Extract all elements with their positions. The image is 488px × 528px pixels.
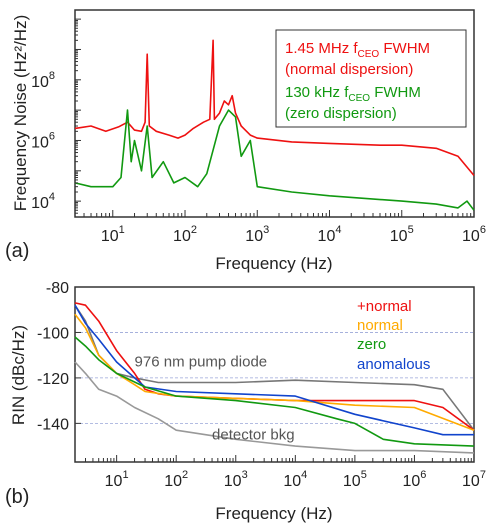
legend-a-entry-1-line-2: (normal dispersion) bbox=[285, 61, 413, 78]
y-tick-label-a-1: 106 bbox=[31, 130, 55, 151]
grid-b bbox=[75, 332, 474, 424]
y-axis-label-a: Frequency Noise (Hz²/Hz) bbox=[11, 15, 30, 212]
x-tick-label-b-6: 107 bbox=[462, 469, 486, 490]
x-axis-label-b: Frequency (Hz) bbox=[215, 504, 332, 523]
x-tick-label-b-0: 101 bbox=[105, 469, 129, 490]
panel-label-b: (b) bbox=[5, 486, 29, 508]
legend-b-entry-4: anomalous bbox=[357, 356, 430, 373]
series-line-b-2 bbox=[74, 313, 475, 431]
legend-a-entry-2-line-1: 130 kHz fCEO FWHM bbox=[285, 84, 421, 104]
x-tick-label-a-5: 106 bbox=[462, 224, 486, 245]
x-tick-label-a-1: 102 bbox=[173, 224, 197, 245]
annotation-b-0: 976 nm pump diode bbox=[135, 354, 268, 371]
x-ticks-a: 101 102 103 104 105 106 bbox=[74, 210, 486, 245]
series-line-b-4 bbox=[74, 336, 475, 447]
series-group-b bbox=[74, 302, 475, 454]
legend-b: +normal normal zero anomalous bbox=[357, 298, 430, 373]
y-tick-label-a-0: 104 bbox=[31, 191, 55, 212]
x-tick-label-a-2: 103 bbox=[245, 224, 269, 245]
x-tick-label-b-5: 106 bbox=[402, 469, 426, 490]
y-ticks-b: -80 -100 -120 -140 bbox=[37, 280, 81, 433]
y-axis-label-b: RIN (dBc/Hz) bbox=[9, 325, 28, 425]
x-axis-label-a: Frequency (Hz) bbox=[215, 254, 332, 273]
legend-a-entry-1-line-1: 1.45 MHz fCEO FWHM bbox=[285, 40, 430, 60]
annotation-b-1: detector bkg bbox=[212, 426, 295, 443]
series-line-b-3 bbox=[74, 304, 474, 436]
x-tick-label-a-4: 105 bbox=[390, 224, 414, 245]
annotations-b: 976 nm pump diode detector bkg bbox=[135, 354, 295, 444]
panel-b: 101 102 103 104 105 106 107 -80 -100 -120 -140 Fr… bbox=[5, 280, 486, 523]
panel-label-a: (a) bbox=[5, 240, 29, 262]
x-ticks-b: 101 102 103 104 105 106 107 bbox=[74, 455, 486, 490]
x-tick-label-b-1: 102 bbox=[164, 469, 188, 490]
x-tick-label-a-0: 101 bbox=[101, 224, 125, 245]
x-tick-label-b-2: 103 bbox=[224, 469, 248, 490]
legend-a: 1.45 MHz fCEO FWHM (normal dispersion) 1… bbox=[275, 29, 467, 128]
legend-b-entry-1: +normal bbox=[357, 298, 412, 315]
legend-a-entry-2-line-2: (zero dispersion) bbox=[285, 105, 397, 122]
plot-frame-b bbox=[74, 286, 475, 463]
x-tick-label-a-3: 104 bbox=[318, 224, 342, 245]
legend-b-entry-3: zero bbox=[357, 336, 386, 353]
y-ticks-a: 104 106 108 bbox=[31, 9, 81, 218]
legend-box-a bbox=[275, 29, 467, 128]
y-tick-label-b-2: -120 bbox=[37, 371, 69, 388]
y-tick-label-b-1: -100 bbox=[37, 325, 69, 342]
series-line-a-1 bbox=[74, 109, 475, 211]
x-tick-label-b-4: 105 bbox=[343, 469, 367, 490]
y-tick-label-a-2: 108 bbox=[31, 70, 55, 91]
x-tick-label-b-3: 104 bbox=[283, 469, 307, 490]
series-group-a bbox=[74, 39, 475, 211]
y-tick-label-b-3: -140 bbox=[37, 416, 69, 433]
y-tick-label-b-0: -80 bbox=[46, 280, 69, 297]
panel-a: 101 102 103 104 105 106 104 106 108 Frequency (… bbox=[5, 9, 486, 273]
series-line-b-5 bbox=[74, 361, 475, 454]
legend-b-entry-2: normal bbox=[357, 317, 403, 334]
series-line-a-0 bbox=[74, 39, 475, 177]
